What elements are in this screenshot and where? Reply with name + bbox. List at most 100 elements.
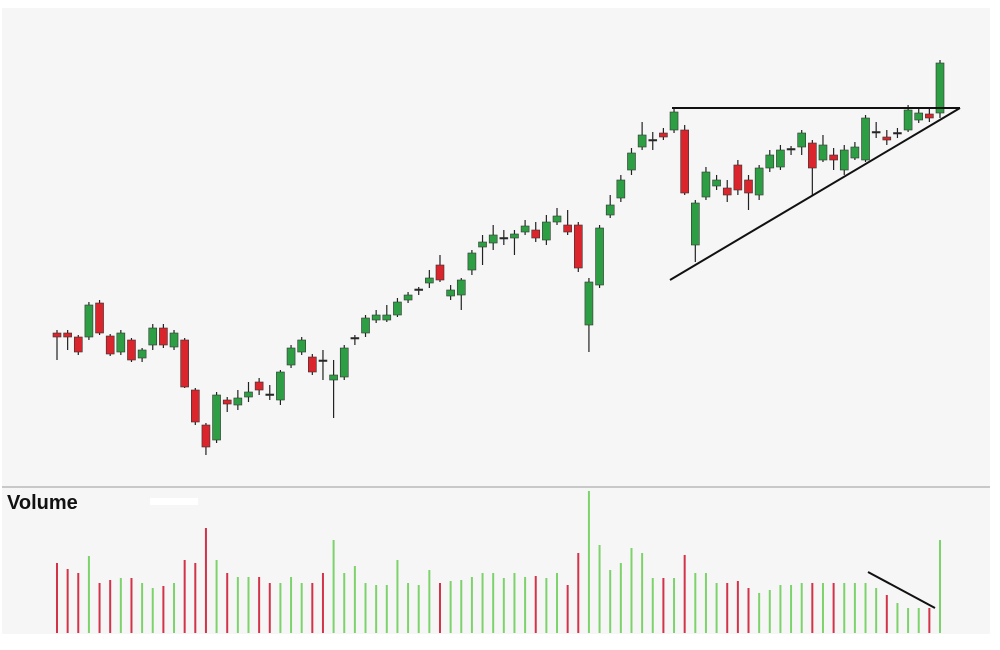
candle-body (116, 332, 126, 353)
candle-body (446, 289, 455, 297)
candle-body (52, 332, 62, 338)
volume-bar (545, 578, 548, 633)
volume-bar (811, 583, 814, 633)
volume-bar (481, 573, 484, 633)
candle-body (903, 109, 913, 131)
candle-body (488, 234, 498, 244)
volume-bar (651, 578, 654, 633)
candle-body (159, 327, 168, 346)
marks (52, 60, 945, 633)
candle-body (637, 134, 647, 148)
volume-label: Volume (7, 492, 78, 514)
candle-body (329, 374, 338, 381)
candle-body (435, 264, 445, 281)
volume-bar (332, 540, 335, 633)
candle-body (573, 224, 583, 269)
candle-body (254, 381, 264, 391)
volume-bar (704, 573, 707, 633)
volume-bar (449, 581, 452, 633)
volume-bar (268, 583, 271, 633)
candle-body (722, 187, 732, 196)
volume-bar (513, 573, 516, 633)
candle-body (925, 113, 934, 119)
volume-bar (641, 553, 644, 633)
volume-bar (715, 583, 718, 633)
candle-body (839, 149, 849, 171)
candle-body (212, 394, 221, 441)
candle-body (233, 397, 243, 406)
candle-body (797, 132, 806, 148)
volume-bar (619, 563, 622, 633)
volume-bar (907, 608, 910, 633)
volume-bar (98, 583, 101, 633)
candle-body (137, 349, 147, 359)
volume-bar (130, 578, 133, 633)
volume-bar (87, 556, 90, 633)
volume-bar (258, 577, 261, 633)
volume-bar (800, 583, 803, 633)
candle-body (882, 136, 892, 141)
support-line (669, 107, 961, 281)
volume-bar (726, 583, 729, 633)
volume-bar (396, 560, 399, 633)
candle-body (148, 327, 158, 346)
volume-bar (183, 560, 186, 633)
candle-body (861, 117, 870, 161)
candle-body (467, 252, 477, 271)
volume-bar (758, 593, 761, 633)
volume-bar (683, 555, 686, 633)
volume-bar (215, 560, 218, 633)
volume-bar (939, 540, 941, 633)
volume-bar (428, 570, 431, 633)
candle-body (105, 335, 115, 355)
volume-bar (832, 583, 835, 633)
volume-bar (364, 583, 367, 633)
candle-body (669, 111, 679, 131)
candle-body (371, 314, 381, 321)
candle-body (744, 179, 753, 194)
candle-body (127, 339, 136, 361)
volume-bar (321, 573, 324, 633)
volume-bar (162, 586, 165, 633)
candle-body (169, 332, 179, 348)
candle-body (308, 356, 317, 373)
candle-body (680, 129, 689, 194)
candle-body (712, 179, 721, 187)
candle-body (393, 301, 402, 316)
volume-bar (470, 577, 473, 633)
candle-body (244, 391, 253, 398)
volume-bar (609, 570, 612, 633)
volume-bar (853, 583, 856, 633)
volume-bar (56, 563, 58, 633)
candle-body (552, 215, 562, 223)
candle-body (318, 359, 328, 362)
volume-bar (343, 573, 346, 633)
candle-body (222, 399, 232, 405)
candle-body (414, 288, 424, 291)
volume-bar (407, 583, 410, 633)
candle-body (95, 302, 104, 334)
volume-bar (821, 583, 824, 633)
candle-body (914, 112, 924, 121)
candle-body (754, 167, 764, 196)
volume-bar (236, 577, 239, 633)
volume-bar (141, 583, 144, 633)
volume-bar (885, 595, 888, 633)
candle-body (201, 424, 211, 448)
volume-bar (587, 491, 590, 633)
candle-body (935, 62, 945, 114)
candle-body (191, 389, 200, 423)
volume-bar (896, 603, 899, 633)
candle-body (361, 317, 370, 334)
volume-bar (438, 583, 441, 633)
candle-body (297, 339, 306, 353)
candle-body (339, 347, 349, 378)
volume-bar (917, 608, 920, 633)
volume-bar (747, 588, 750, 633)
volume-bar (226, 573, 229, 633)
candle-body (63, 332, 72, 338)
candle-body (584, 281, 594, 326)
volume-bar (694, 573, 697, 633)
volume-bar (790, 585, 793, 633)
